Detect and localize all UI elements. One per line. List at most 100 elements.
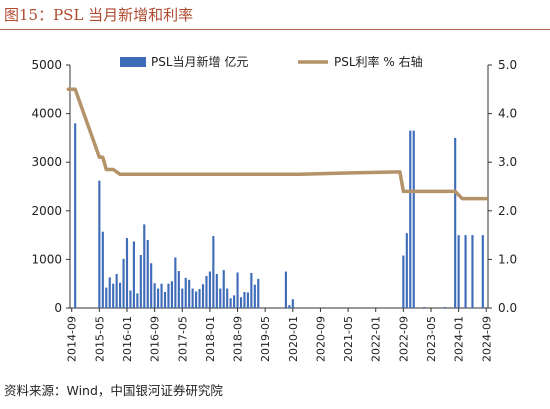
psl-bar [405, 233, 408, 308]
x-tick-label: 2019-05 [259, 316, 272, 362]
psl-bar [454, 137, 457, 308]
chart-legend: PSL当月新增 亿元 PSL利率 % 右轴 [120, 54, 423, 69]
x-tick-label: 2023-05 [425, 316, 438, 362]
psl-bar [150, 263, 153, 308]
x-tick-label: 2018-09 [232, 316, 245, 362]
x-tick-label: 2020-09 [314, 316, 327, 362]
legend-bar-label: PSL当月新增 亿元 [151, 54, 248, 69]
psl-bar [208, 271, 211, 308]
psl-bar [229, 298, 232, 308]
psl-bar [250, 273, 253, 308]
psl-bar [136, 293, 139, 308]
x-tick-label: 2016-01 [121, 316, 134, 362]
psl-rate-line [66, 87, 489, 201]
line-series [66, 87, 489, 201]
x-tick-label: 2017-05 [176, 316, 189, 362]
left-tick-label: 3000 [31, 155, 62, 169]
psl-bar [129, 290, 132, 308]
psl-bar [177, 271, 180, 308]
x-tick-label: 2016-09 [149, 316, 162, 362]
x-tick-label: 2024-09 [480, 316, 493, 362]
psl-bar [139, 255, 142, 308]
psl-bar [160, 283, 163, 308]
psl-bar [119, 282, 122, 308]
psl-bar [412, 130, 415, 308]
chart-axes: 0 1000 2000 3000 4000 5000 0.0 1.0 2.0 3.0 4.0 5.0 2… [31, 58, 517, 362]
psl-bar [222, 270, 225, 308]
psl-bar [157, 288, 160, 308]
psl-bar [167, 283, 170, 308]
psl-bar [201, 284, 205, 308]
psl-bar [74, 123, 77, 308]
psl-bar [239, 297, 243, 308]
psl-bar [98, 180, 101, 308]
psl-bar [457, 235, 460, 308]
psl-bar [257, 278, 260, 308]
psl-bar [236, 272, 239, 308]
x-tick-label: 2022-01 [370, 316, 383, 362]
right-tick-label: 0.0 [498, 301, 517, 315]
source-note: 资料来源：Wind，中国银河证券研究院 [4, 383, 223, 398]
right-tick-label: 4.0 [498, 107, 517, 121]
x-tick-label: 2015-05 [93, 316, 106, 362]
right-tick-label: 3.0 [498, 155, 517, 169]
psl-bar [212, 236, 215, 308]
psl-bar [253, 284, 256, 308]
psl-bar [205, 275, 208, 308]
psl-bar [443, 307, 446, 308]
psl-bar [198, 289, 201, 308]
psl-bar [191, 288, 194, 308]
psl-bar [146, 239, 149, 308]
right-tick-label: 2.0 [498, 204, 517, 218]
psl-bar [105, 287, 108, 308]
psl-bar [163, 291, 167, 308]
psl-bar [170, 281, 173, 308]
psl-bar [125, 238, 129, 308]
psl-bar [153, 283, 156, 308]
psl-bar [243, 291, 246, 308]
psl-bar [101, 231, 104, 308]
x-tick-label: 2024-01 [453, 316, 466, 362]
psl-bar [181, 288, 184, 308]
x-tick-label: 2014-09 [66, 316, 79, 362]
psl-bar [288, 305, 291, 308]
psl-bar [471, 235, 474, 308]
psl-bar [233, 295, 236, 308]
left-tick-label: 1000 [31, 252, 62, 266]
psl-bar [108, 277, 111, 308]
right-tick-label: 5.0 [498, 58, 517, 72]
psl-bar [423, 307, 426, 308]
psl-bar [481, 235, 484, 308]
left-tick-label: 2000 [31, 204, 62, 218]
psl-bar [464, 235, 467, 308]
legend-line-label: PSL利率 % 右轴 [334, 54, 423, 69]
psl-bar [115, 273, 118, 308]
psl-bar [291, 299, 294, 308]
left-tick-label: 5000 [31, 58, 62, 72]
psl-bar [402, 255, 405, 308]
psl-bar [246, 292, 249, 308]
psl-bar [215, 273, 218, 308]
psl-bar [226, 288, 229, 308]
psl-bar [143, 224, 146, 308]
chart-title: 图15：PSL 当月新增和利率 [4, 6, 194, 24]
title-divider [0, 29, 550, 30]
left-tick-label: 0 [54, 301, 62, 315]
legend-bar-swatch [120, 57, 146, 67]
psl-bar [112, 283, 115, 308]
x-tick-label: 2021-05 [342, 316, 355, 362]
bar-series [74, 123, 484, 308]
x-tick-label: 2020-01 [287, 316, 300, 362]
left-tick-label: 4000 [31, 107, 62, 121]
psl-bar [219, 288, 222, 308]
psl-bar [132, 241, 135, 308]
psl-bar [409, 130, 412, 308]
psl-bar [188, 279, 191, 308]
right-tick-label: 1.0 [498, 252, 517, 266]
x-tick-label: 2022-09 [397, 316, 410, 362]
psl-bar [122, 258, 125, 308]
psl-bar [184, 277, 187, 308]
psl-bar [174, 257, 177, 308]
x-tick-label: 2018-01 [204, 316, 217, 362]
